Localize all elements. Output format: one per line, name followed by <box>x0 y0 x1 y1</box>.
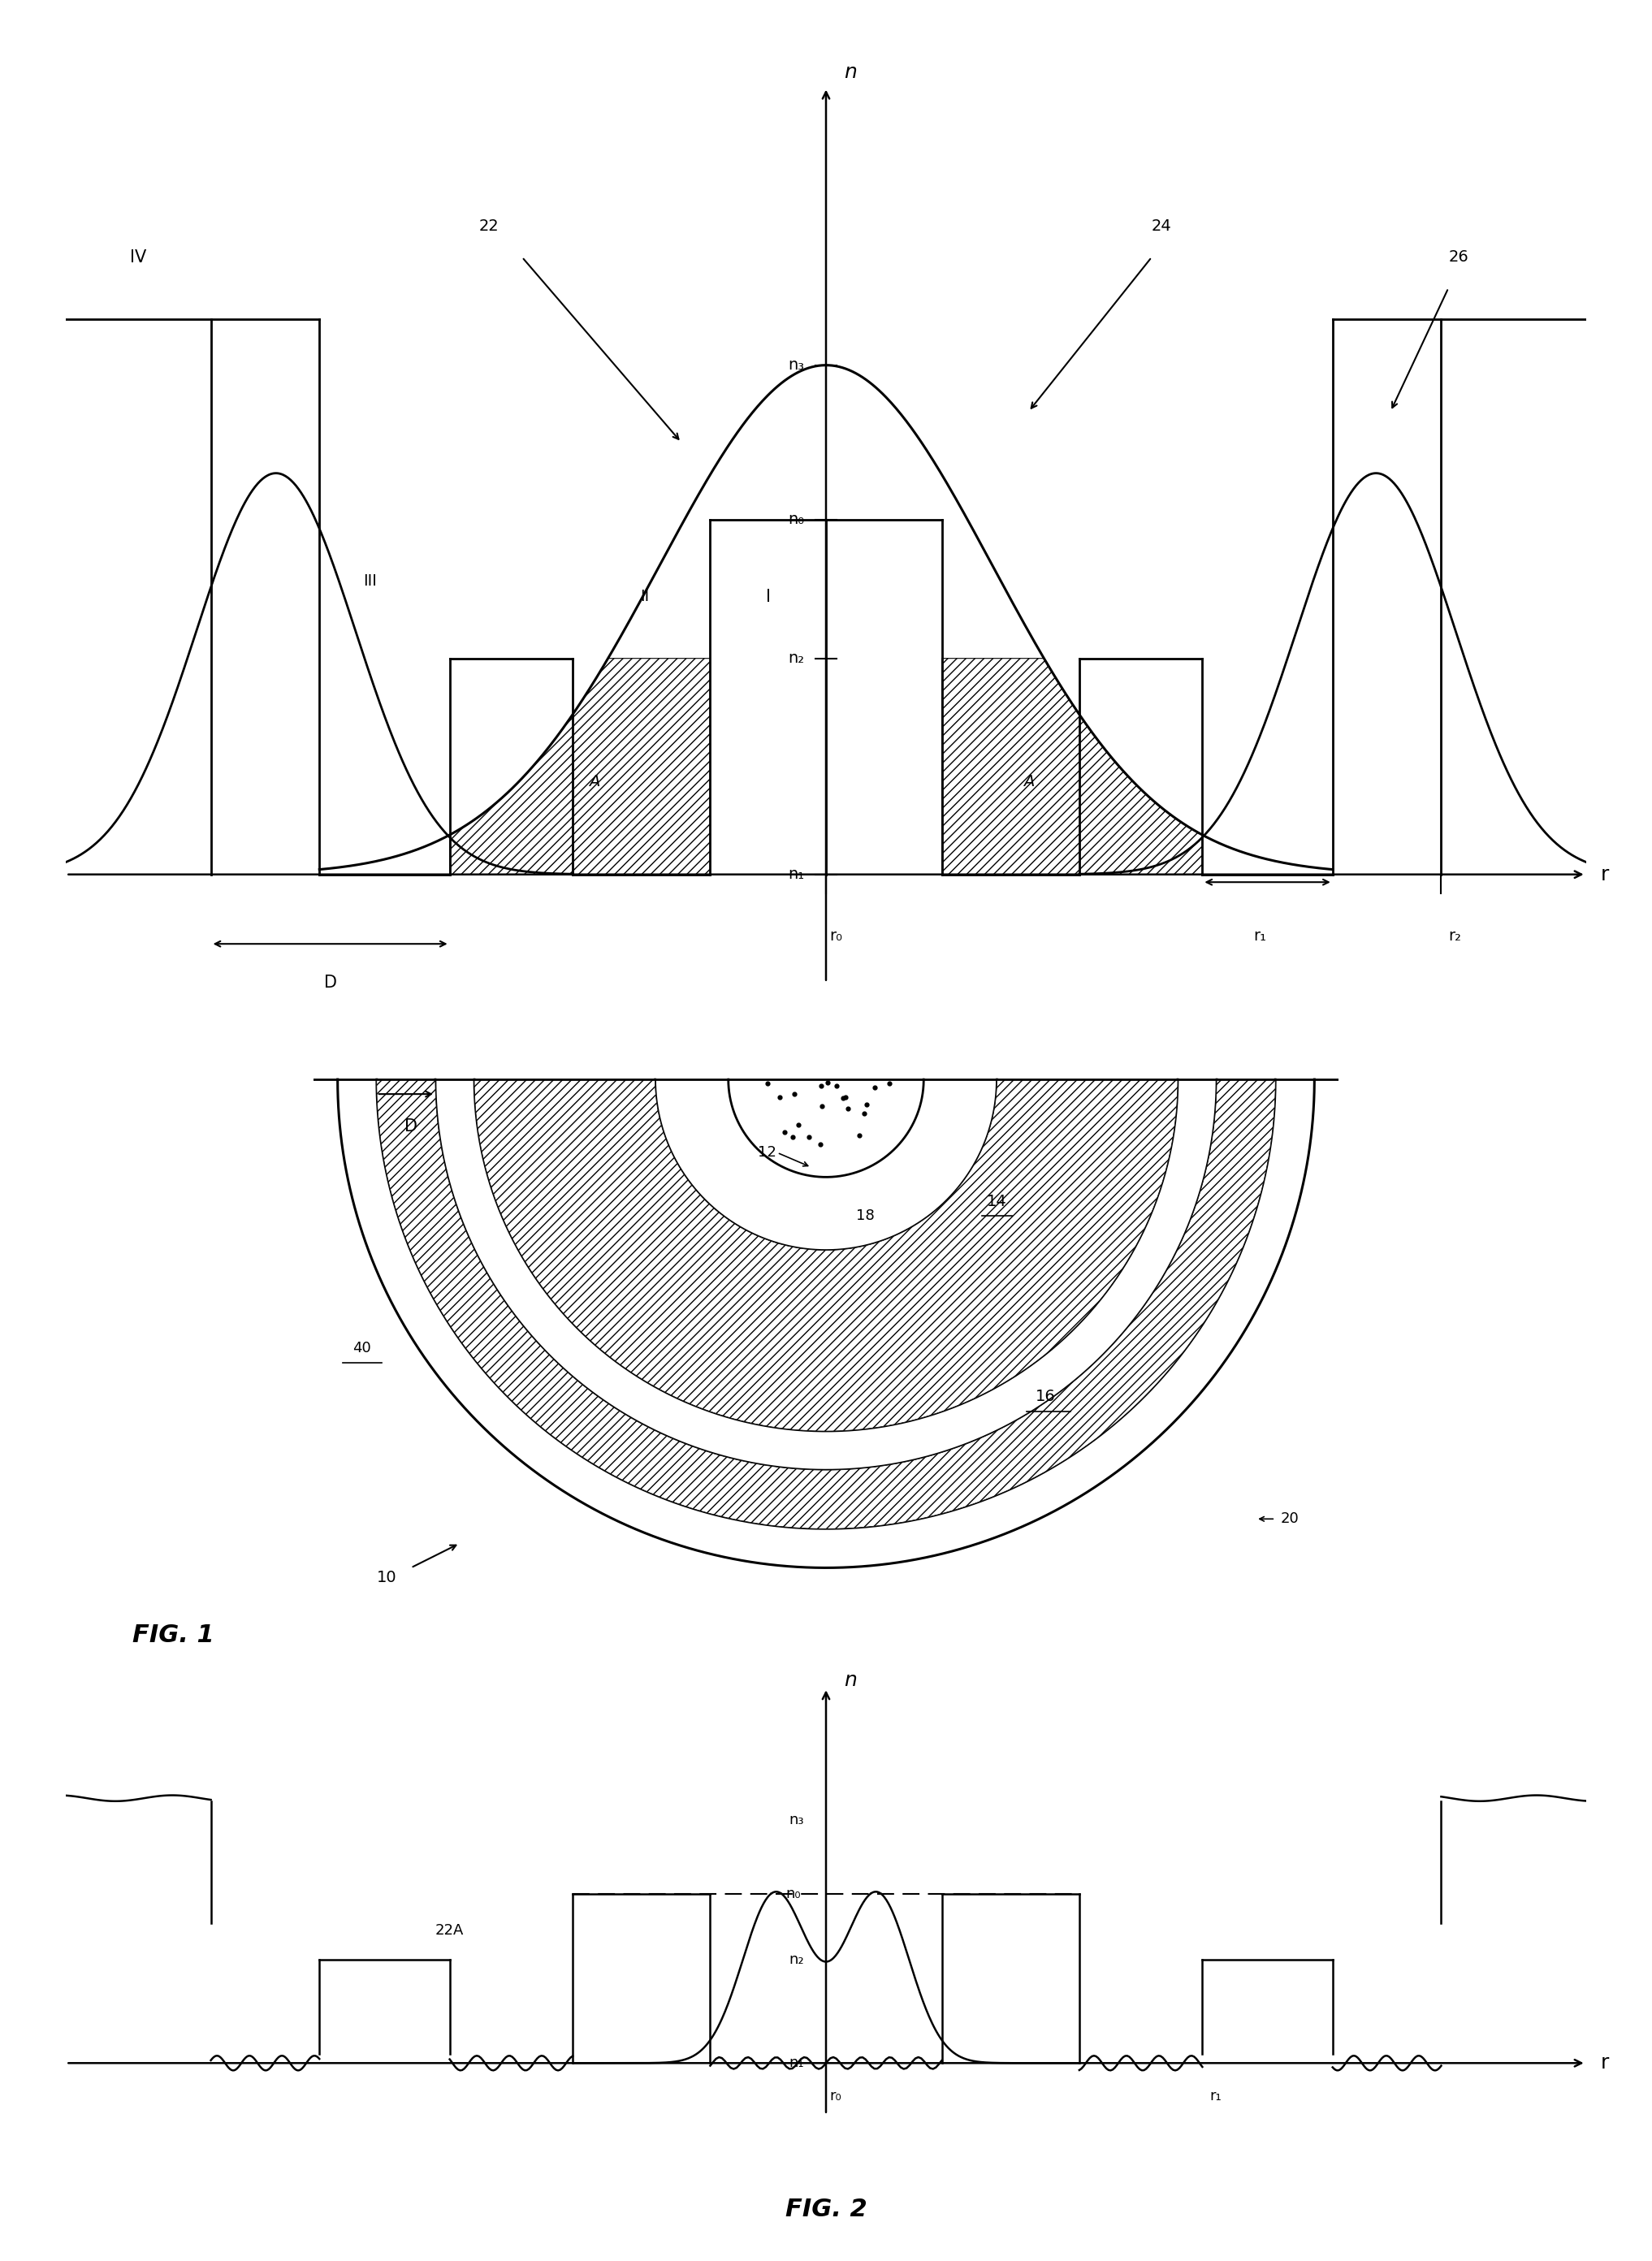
Text: n₁: n₁ <box>790 2055 805 2071</box>
Text: FIG. 1: FIG. 1 <box>132 1623 215 1646</box>
Point <box>851 1094 877 1130</box>
Text: D: D <box>324 974 337 990</box>
Text: r₂: r₂ <box>1449 929 1462 943</box>
Point <box>814 1065 841 1101</box>
Text: 10: 10 <box>377 1569 396 1585</box>
Text: n₁: n₁ <box>788 866 805 882</box>
Text: 14: 14 <box>986 1194 1008 1210</box>
Text: r: r <box>1601 864 1609 884</box>
Text: n₀: n₀ <box>788 511 805 527</box>
Text: A: A <box>590 773 600 789</box>
Text: 26: 26 <box>1449 249 1469 265</box>
Text: r₁: r₁ <box>1209 2089 1221 2103</box>
Point <box>808 1088 834 1124</box>
Text: FIG. 2: FIG. 2 <box>785 2198 867 2220</box>
Point <box>876 1065 902 1101</box>
Polygon shape <box>942 658 1203 875</box>
Point <box>785 1108 811 1144</box>
Text: I: I <box>765 588 770 604</box>
Text: 22: 22 <box>479 219 499 233</box>
Point <box>796 1119 823 1155</box>
Text: n₀: n₀ <box>786 1886 801 1902</box>
Point <box>808 1067 834 1103</box>
Text: 18: 18 <box>856 1210 874 1223</box>
Text: r₀: r₀ <box>829 929 843 943</box>
Point <box>823 1067 849 1103</box>
Text: n: n <box>844 1671 857 1691</box>
Text: n: n <box>844 63 857 81</box>
Text: III: III <box>363 574 377 588</box>
Point <box>806 1126 833 1162</box>
Text: r₀: r₀ <box>829 2089 841 2103</box>
Text: II: II <box>641 588 649 604</box>
Point <box>829 1081 856 1117</box>
Point <box>753 1065 780 1101</box>
Text: n₃: n₃ <box>790 1813 805 1827</box>
Text: 22A: 22A <box>434 1924 464 1938</box>
Polygon shape <box>474 1078 1178 1431</box>
Point <box>862 1069 889 1106</box>
Text: n₂: n₂ <box>788 651 805 667</box>
Text: D: D <box>405 1119 418 1135</box>
Text: n₃: n₃ <box>788 357 805 373</box>
Text: A: A <box>1023 773 1034 789</box>
Text: 24: 24 <box>1151 219 1171 233</box>
Text: 16: 16 <box>1036 1388 1056 1404</box>
Text: IV: IV <box>131 249 147 265</box>
Point <box>771 1115 798 1151</box>
Text: r: r <box>1601 2053 1609 2073</box>
Text: 40: 40 <box>354 1341 372 1354</box>
Text: n₂: n₂ <box>790 1954 805 1967</box>
Point <box>834 1090 861 1126</box>
Point <box>780 1119 806 1155</box>
Text: 12: 12 <box>758 1146 776 1160</box>
Text: 20: 20 <box>1280 1513 1298 1526</box>
Point <box>854 1085 881 1121</box>
Point <box>846 1117 872 1153</box>
Point <box>781 1076 808 1112</box>
Text: r₁: r₁ <box>1254 929 1267 943</box>
Point <box>833 1078 859 1115</box>
Polygon shape <box>449 658 710 875</box>
Polygon shape <box>377 1078 1275 1528</box>
Point <box>767 1078 793 1115</box>
